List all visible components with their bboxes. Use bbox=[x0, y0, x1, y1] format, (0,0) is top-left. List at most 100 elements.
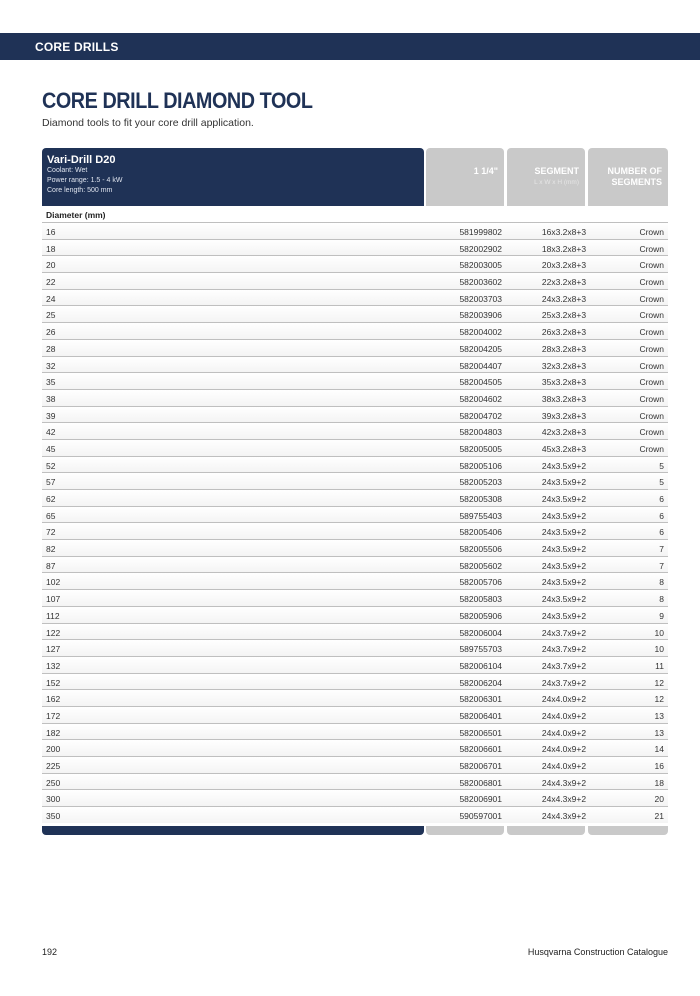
segment-size: 24x3.5x9+2 bbox=[541, 460, 587, 471]
segment-count: 21 bbox=[654, 811, 664, 822]
segment-size: 24x3.5x9+2 bbox=[541, 560, 587, 571]
segment-count: Crown bbox=[639, 260, 664, 271]
page-title: CORE DRILL DIAMOND TOOL bbox=[42, 88, 313, 113]
table-row: 300 582006901 24x4.3x9+2 20 bbox=[42, 789, 668, 807]
segment-size: 24x4.0x9+2 bbox=[541, 727, 587, 738]
diameter: 62 bbox=[46, 494, 56, 504]
segment-count: 10 bbox=[654, 644, 664, 655]
table-row: 65 589755403 24x3.5x9+2 6 bbox=[42, 505, 668, 523]
segment-count: 13 bbox=[654, 710, 664, 721]
page-number: 192 bbox=[42, 947, 58, 957]
diameter: 102 bbox=[46, 577, 61, 588]
segment-count: 12 bbox=[654, 694, 664, 705]
table-row: 18 582002902 18x3.2x8+3 Crown bbox=[42, 238, 668, 256]
article-number: 582004205 bbox=[459, 343, 502, 354]
diameter: 20 bbox=[46, 260, 56, 271]
segment-size: 32x3.2x8+3 bbox=[541, 360, 587, 371]
article-number: 589755403 bbox=[459, 510, 502, 521]
table-row: 225 582006701 24x4.0x9+2 16 bbox=[42, 756, 668, 773]
table-row: 26 582004002 26x3.2x8+3 Crown bbox=[42, 322, 668, 339]
segment-count: 6 bbox=[659, 527, 664, 538]
segment-size: 24x3.2x8+3 bbox=[541, 293, 587, 304]
table-row: 102 582005706 24x3.5x9+2 8 bbox=[42, 572, 668, 590]
segment-size: 22x3.2x8+3 bbox=[541, 277, 587, 288]
table-row: 127 589755703 24x3.7x9+2 10 bbox=[42, 639, 668, 656]
table-row: 42 582004803 42x3.2x8+3 Crown bbox=[42, 422, 668, 439]
segment-size: 45x3.2x8+3 bbox=[541, 443, 587, 454]
segment-size: 16x3.2x8+3 bbox=[541, 227, 587, 237]
segment-size: 24x3.7x9+2 bbox=[541, 677, 587, 688]
page-subtitle: Diamond tools to fit your core drill app… bbox=[42, 117, 254, 129]
segment-size: 24x4.0x9+2 bbox=[541, 710, 587, 721]
segment-count: Crown bbox=[639, 310, 664, 321]
article-number: 582004407 bbox=[459, 360, 502, 371]
article-number: 582004803 bbox=[459, 427, 502, 438]
article-number: 582003703 bbox=[459, 293, 502, 304]
article-number: 582004002 bbox=[459, 327, 502, 338]
table-row: 32 582004407 32x3.2x8+3 Crown bbox=[42, 355, 668, 373]
segment-count: Crown bbox=[639, 377, 664, 388]
article-number: 582002902 bbox=[459, 243, 502, 254]
segment-count: Crown bbox=[639, 293, 664, 304]
coolant: Coolant: Wet bbox=[47, 167, 88, 174]
diameter-label: Diameter (mm) bbox=[46, 210, 106, 220]
article-number: 582004702 bbox=[459, 410, 502, 421]
diameter: 172 bbox=[46, 710, 61, 721]
article-number: 582006401 bbox=[459, 710, 502, 721]
table-row: 172 582006401 24x4.0x9+2 13 bbox=[42, 705, 668, 723]
segment-count: 11 bbox=[655, 660, 664, 671]
column-header-segment: SEGMENT L x W x H (mm) bbox=[507, 148, 585, 206]
diameter: 350 bbox=[46, 811, 61, 822]
power-range: Power range: 1.5 - 4 kW bbox=[47, 177, 123, 184]
segment-count: 5 bbox=[659, 460, 664, 471]
segment-sub-label: L x W x H (mm) bbox=[534, 179, 579, 186]
segment-size: 26x3.2x8+3 bbox=[541, 327, 587, 338]
segment-size: 24x3.5x9+2 bbox=[541, 527, 587, 538]
diameter: 225 bbox=[46, 761, 61, 771]
segment-count: 8 bbox=[659, 594, 664, 605]
segment-size: 24x4.3x9+2 bbox=[541, 811, 587, 822]
table-row: 62 582005308 24x3.5x9+2 6 bbox=[42, 489, 668, 506]
segment-count: Crown bbox=[639, 277, 664, 288]
article-number: 582006801 bbox=[459, 777, 502, 788]
table-row: 52 582005106 24x3.5x9+2 5 bbox=[42, 455, 668, 473]
diameter: 200 bbox=[46, 744, 61, 755]
article-number: 582005203 bbox=[459, 477, 502, 488]
article-number: 582004505 bbox=[459, 377, 502, 388]
article-number: 582006601 bbox=[459, 744, 502, 755]
article-number: 582003005 bbox=[459, 260, 502, 271]
diameter: 107 bbox=[46, 594, 61, 605]
article-number: 582005106 bbox=[459, 460, 502, 471]
core-length: Core length: 500 mm bbox=[47, 187, 113, 194]
segment-count: 16 bbox=[654, 761, 664, 771]
segment-count: Crown bbox=[639, 443, 664, 454]
segment-size: 28x3.2x8+3 bbox=[541, 343, 587, 354]
article-number: 582006004 bbox=[459, 627, 502, 638]
article-number: 581999802 bbox=[459, 227, 502, 237]
diameter: 32 bbox=[46, 360, 56, 371]
table-row: 25 582003906 25x3.2x8+3 Crown bbox=[42, 305, 668, 323]
diameter: 18 bbox=[46, 243, 56, 254]
table-row: 16 581999802 16x3.2x8+3 Crown bbox=[42, 222, 668, 239]
segment-count: Crown bbox=[639, 393, 664, 404]
segment-size: 18x3.2x8+3 bbox=[541, 243, 587, 254]
segment-count: 13 bbox=[654, 727, 664, 738]
table-row: 72 582005406 24x3.5x9+2 6 bbox=[42, 522, 668, 540]
table-footer-main bbox=[42, 826, 424, 835]
table-row: 20 582003005 20x3.2x8+3 Crown bbox=[42, 255, 668, 273]
segment-size: 24x4.3x9+2 bbox=[541, 794, 587, 805]
table-footer-col bbox=[426, 826, 504, 835]
segment-size: 24x3.7x9+2 bbox=[541, 644, 587, 655]
table-row: 35 582004505 35x3.2x8+3 Crown bbox=[42, 372, 668, 389]
article-number: 582006701 bbox=[459, 761, 502, 771]
table-row: 107 582005803 24x3.5x9+2 8 bbox=[42, 589, 668, 606]
segment-count: 7 bbox=[659, 544, 664, 555]
arbor-label: 1 1/4" bbox=[473, 166, 498, 176]
segment-label: SEGMENT bbox=[534, 166, 579, 176]
segments-label: NUMBER OF SEGMENTS bbox=[607, 166, 663, 187]
diameter: 152 bbox=[46, 677, 61, 688]
product-header: Vari-Drill D20 Coolant: Wet Power range:… bbox=[42, 148, 424, 206]
table-row: 182 582006501 24x4.0x9+2 13 bbox=[42, 722, 668, 740]
segment-size: 24x3.5x9+2 bbox=[541, 477, 587, 488]
segment-count: Crown bbox=[639, 360, 664, 371]
